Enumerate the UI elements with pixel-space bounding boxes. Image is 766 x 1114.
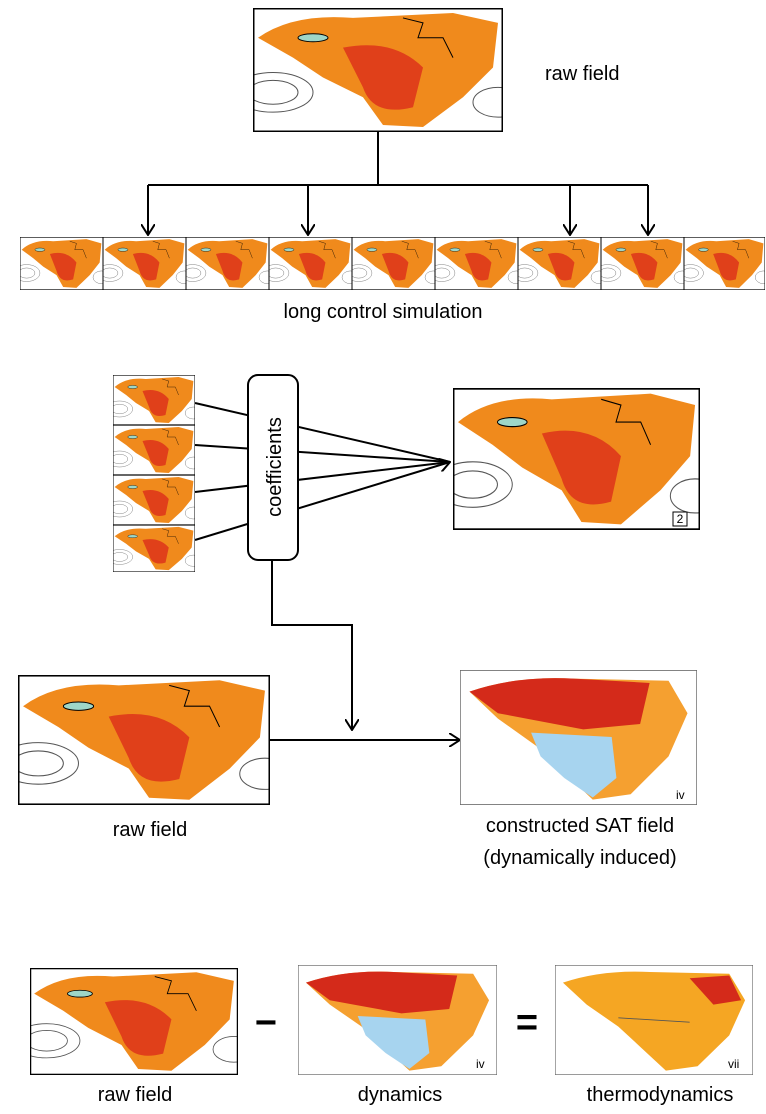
connector: [194, 402, 451, 463]
connector: [194, 461, 451, 493]
connector: [194, 444, 451, 463]
operator: =: [516, 1002, 538, 1044]
panel-number: vii: [728, 1057, 739, 1071]
raw-field-map: [253, 8, 503, 132]
box-label: coefficients: [264, 417, 286, 517]
analog-stack: [113, 375, 195, 572]
panel-tag: [672, 511, 688, 527]
label: raw field: [545, 63, 619, 85]
arrow: [194, 462, 450, 541]
panel-number: 2: [677, 512, 684, 526]
label: long control simulation: [284, 301, 483, 323]
arrow: [271, 560, 352, 730]
dynamics-map: [298, 965, 497, 1075]
regressed-map: [453, 388, 700, 530]
raw-field-map: [30, 968, 238, 1075]
label: (dynamically induced): [483, 847, 676, 869]
label: dynamics: [358, 1084, 442, 1106]
panel-number: iv: [676, 788, 685, 802]
constructed-map: [460, 670, 697, 805]
raw-field-map: [18, 675, 270, 805]
ensemble-strip: [20, 237, 765, 290]
panel-number: iv: [476, 1057, 485, 1071]
label: raw field: [113, 819, 187, 841]
thermodynamics-map: [555, 965, 753, 1075]
operator: −: [255, 1002, 277, 1044]
label: thermodynamics: [587, 1084, 734, 1106]
label: constructed SAT field: [486, 815, 674, 837]
label: raw field: [98, 1084, 172, 1106]
